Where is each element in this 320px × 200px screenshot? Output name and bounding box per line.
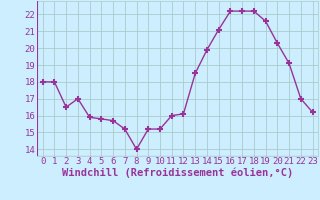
X-axis label: Windchill (Refroidissement éolien,°C): Windchill (Refroidissement éolien,°C) (62, 168, 293, 178)
